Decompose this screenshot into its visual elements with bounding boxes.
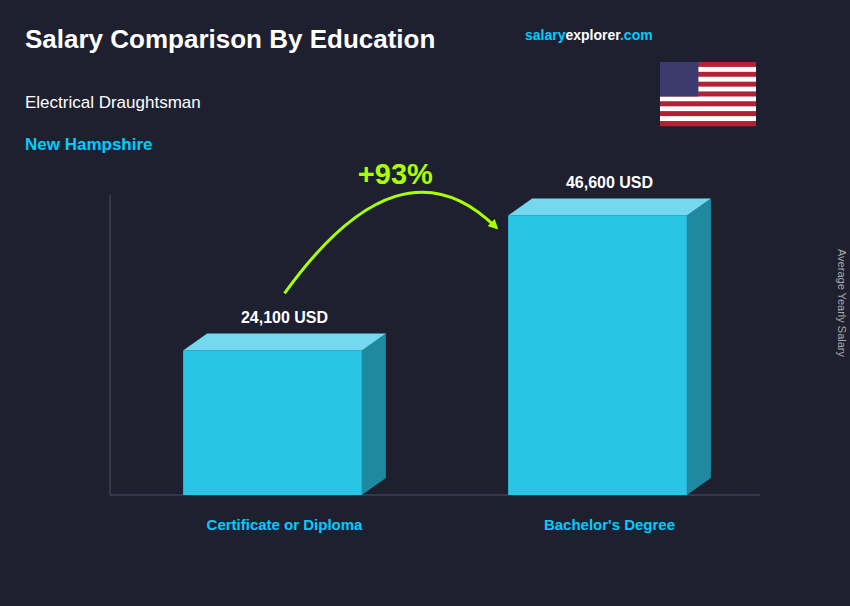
bar-side <box>362 333 386 495</box>
subtitle: Electrical Draughtsman <box>25 93 201 112</box>
bar-top <box>508 198 711 215</box>
flag-stripe <box>660 111 756 116</box>
y-axis <box>110 195 111 495</box>
bar <box>508 215 687 495</box>
chart: Salary Comparison By Education Electrical… <box>0 0 850 606</box>
flag-stripe <box>660 96 756 101</box>
bar-side <box>687 198 711 495</box>
title: Salary Comparison By Education <box>25 24 435 54</box>
category-label: Bachelor's Degree <box>544 516 675 533</box>
flag-stripe <box>660 116 756 121</box>
data-label: 46,600 USD <box>566 174 653 191</box>
watermark-part: explorer <box>565 27 621 43</box>
watermark-part: salary <box>525 27 566 43</box>
flag-stripe <box>660 106 756 111</box>
data-label: 24,100 USD <box>241 309 328 326</box>
watermark-part: .com <box>620 27 653 43</box>
flag-stripe <box>660 121 756 126</box>
annotation: +93% <box>358 158 433 190</box>
flag-canton <box>660 62 698 96</box>
watermark: salaryexplorer.com <box>525 27 653 43</box>
category-label: Certificate or Diploma <box>207 516 364 533</box>
bar-top <box>183 333 386 350</box>
flag <box>660 62 756 126</box>
flag-stripe <box>660 101 756 106</box>
bar <box>183 350 362 495</box>
y-axis-label: Average Yearly Salary <box>836 249 848 358</box>
arrow <box>285 192 497 293</box>
subtitle: New Hampshire <box>25 135 153 154</box>
bars <box>183 198 711 495</box>
background <box>0 0 850 606</box>
